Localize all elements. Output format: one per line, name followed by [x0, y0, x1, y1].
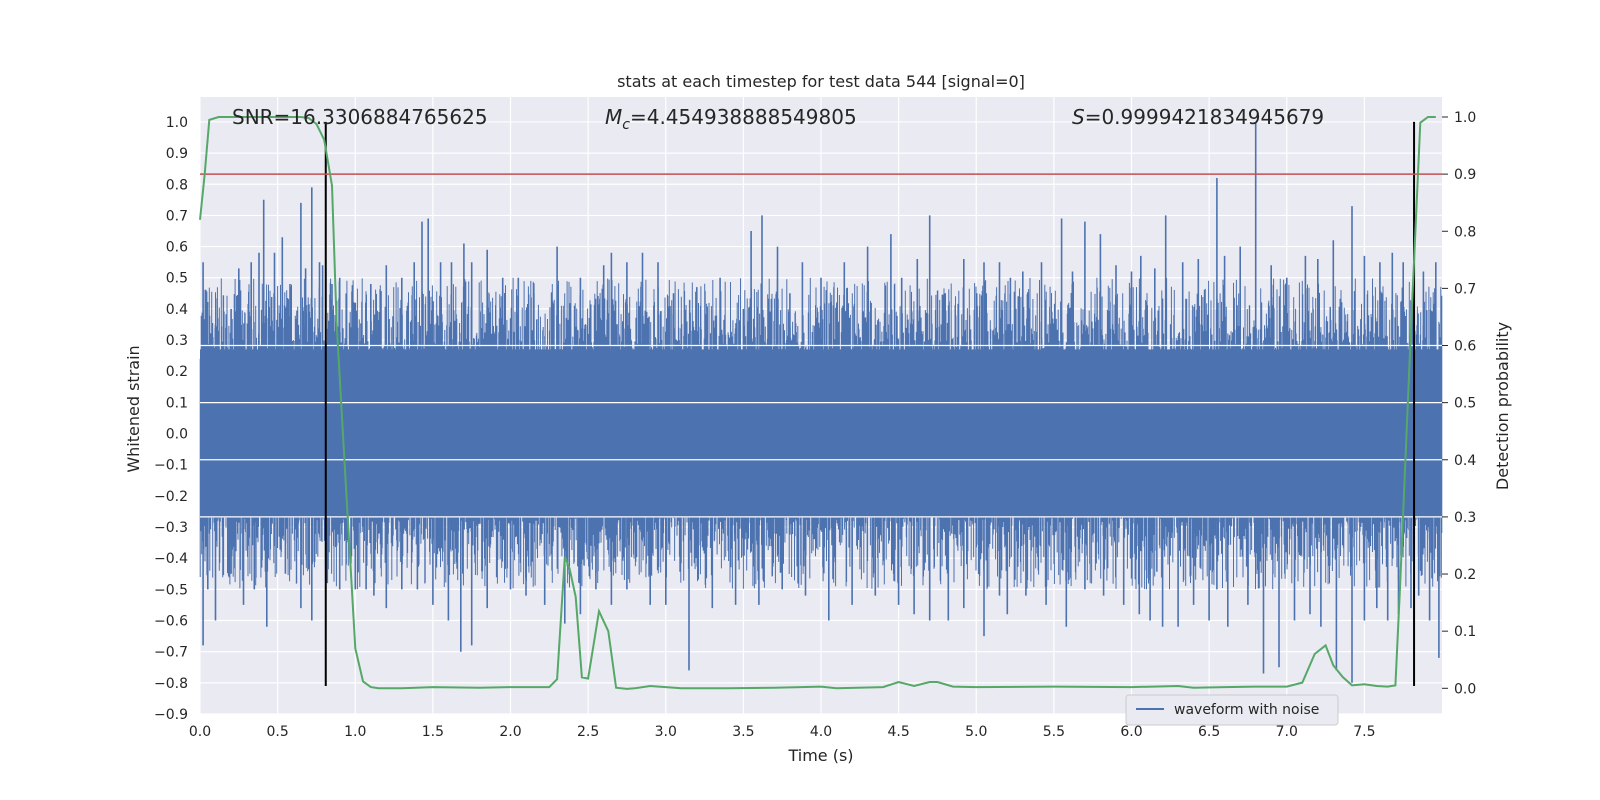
y-tick-label: 0.7 — [166, 208, 188, 224]
y-tick-label: −0.9 — [154, 707, 188, 723]
x-tick-label: 5.5 — [1043, 724, 1065, 740]
y-tick-label: −0.6 — [154, 614, 188, 630]
y-tick-label: 0.9 — [166, 146, 188, 162]
s-value: =0.9999421834945679 — [1085, 105, 1324, 129]
x-tick-label: 2.5 — [577, 724, 599, 740]
x-tick-label: 1.0 — [344, 724, 366, 740]
y2-tick-label: 0.6 — [1454, 339, 1476, 355]
y2-tick-label: 0.5 — [1454, 396, 1476, 412]
x-tick-label: 6.5 — [1198, 724, 1220, 740]
x-tick-label: 3.0 — [655, 724, 677, 740]
y-tick-label: 0.2 — [166, 364, 188, 380]
legend: waveform with noise — [1125, 694, 1339, 726]
chart-title: stats at each timestep for test data 544… — [617, 72, 1025, 91]
x-tick-label: 7.0 — [1276, 724, 1298, 740]
y-tick-label: −0.8 — [154, 676, 188, 692]
x-tick-label: 7.5 — [1353, 724, 1375, 740]
y2-tick-label: 0.9 — [1454, 167, 1476, 183]
mc-subscript: c — [622, 117, 630, 133]
y-tick-label: 0.0 — [166, 427, 188, 443]
x-tick-label: 4.5 — [887, 724, 909, 740]
y-axis-label: Whitened strain — [124, 345, 143, 472]
y-tick-label: 0.1 — [166, 395, 188, 411]
s-annotation: S=0.9999421834945679 — [1072, 105, 1324, 129]
x-tick-label: 0.0 — [189, 724, 211, 740]
y-tick-label: 0.5 — [166, 271, 188, 287]
y-tick-label: 1.0 — [166, 115, 188, 131]
y-tick-label: −0.5 — [154, 582, 188, 598]
y2-tick-label: 0.4 — [1454, 453, 1476, 469]
mc-value: =4.454938888549805 — [630, 105, 857, 129]
y2-tick-label: 1.0 — [1454, 110, 1476, 126]
y2-tick-label: 0.0 — [1454, 681, 1476, 697]
x-axis-label: Time (s) — [787, 746, 853, 765]
y-tick-label: −0.2 — [154, 489, 188, 505]
x-ticks: 0.0 0.5 1.0 1.5 2.0 2.5 3.0 3.5 4.0 4.5 5.0 5.5 6.0 6… — [189, 724, 1376, 740]
snr-annotation: SNR=16.3306884765625 — [232, 105, 488, 129]
y-tick-label: −0.7 — [154, 645, 188, 661]
x-tick-label: 2.0 — [499, 724, 521, 740]
s-symbol: S — [1072, 105, 1085, 129]
x-tick-label: 6.0 — [1120, 724, 1142, 740]
x-tick-label: 0.5 — [266, 724, 288, 740]
y2-axis-label: Detection probability — [1493, 322, 1512, 490]
y2-ticks: 1.0 0.9 0.8 0.7 0.6 0.5 0.4 0.3 0.2 0.1 0.0 — [1442, 110, 1476, 697]
probability-series — [199, 116, 1436, 690]
probability-line — [199, 116, 1436, 690]
vertical-markers — [324, 121, 1416, 686]
y-tick-label: −0.3 — [154, 520, 188, 536]
legend-label: waveform with noise — [1174, 702, 1319, 718]
x-tick-label: 5.0 — [965, 724, 987, 740]
x-tick-label: 4.0 — [810, 724, 832, 740]
y-ticks: 1.0 0.9 0.8 0.7 0.6 0.5 0.4 0.3 0.2 0.1 0.0 −0.1 −0.… — [154, 115, 188, 723]
y2-tick-label: 0.2 — [1454, 567, 1476, 583]
y-tick-label: −0.4 — [154, 551, 188, 567]
mc-symbol: M — [605, 105, 622, 129]
x-tick-label: 1.5 — [422, 724, 444, 740]
y-tick-label: 0.8 — [166, 177, 188, 193]
y2-tick-label: 0.1 — [1454, 624, 1476, 640]
y2-tick-label: 0.7 — [1454, 281, 1476, 297]
waveform-peaks — [202, 121, 1440, 683]
x-tick-label: 3.5 — [732, 724, 754, 740]
y-tick-label: −0.1 — [154, 458, 188, 474]
y-tick-label: 0.3 — [166, 333, 188, 349]
mc-annotation: Mc=4.454938888549805 — [605, 105, 857, 133]
y-tick-label: 0.4 — [166, 302, 188, 318]
legend-box — [1125, 694, 1339, 726]
waveform-series — [199, 121, 1443, 683]
y2-tick-label: 0.3 — [1454, 510, 1476, 526]
y2-tick-label: 0.8 — [1454, 224, 1476, 240]
y-tick-label: 0.6 — [166, 240, 188, 256]
